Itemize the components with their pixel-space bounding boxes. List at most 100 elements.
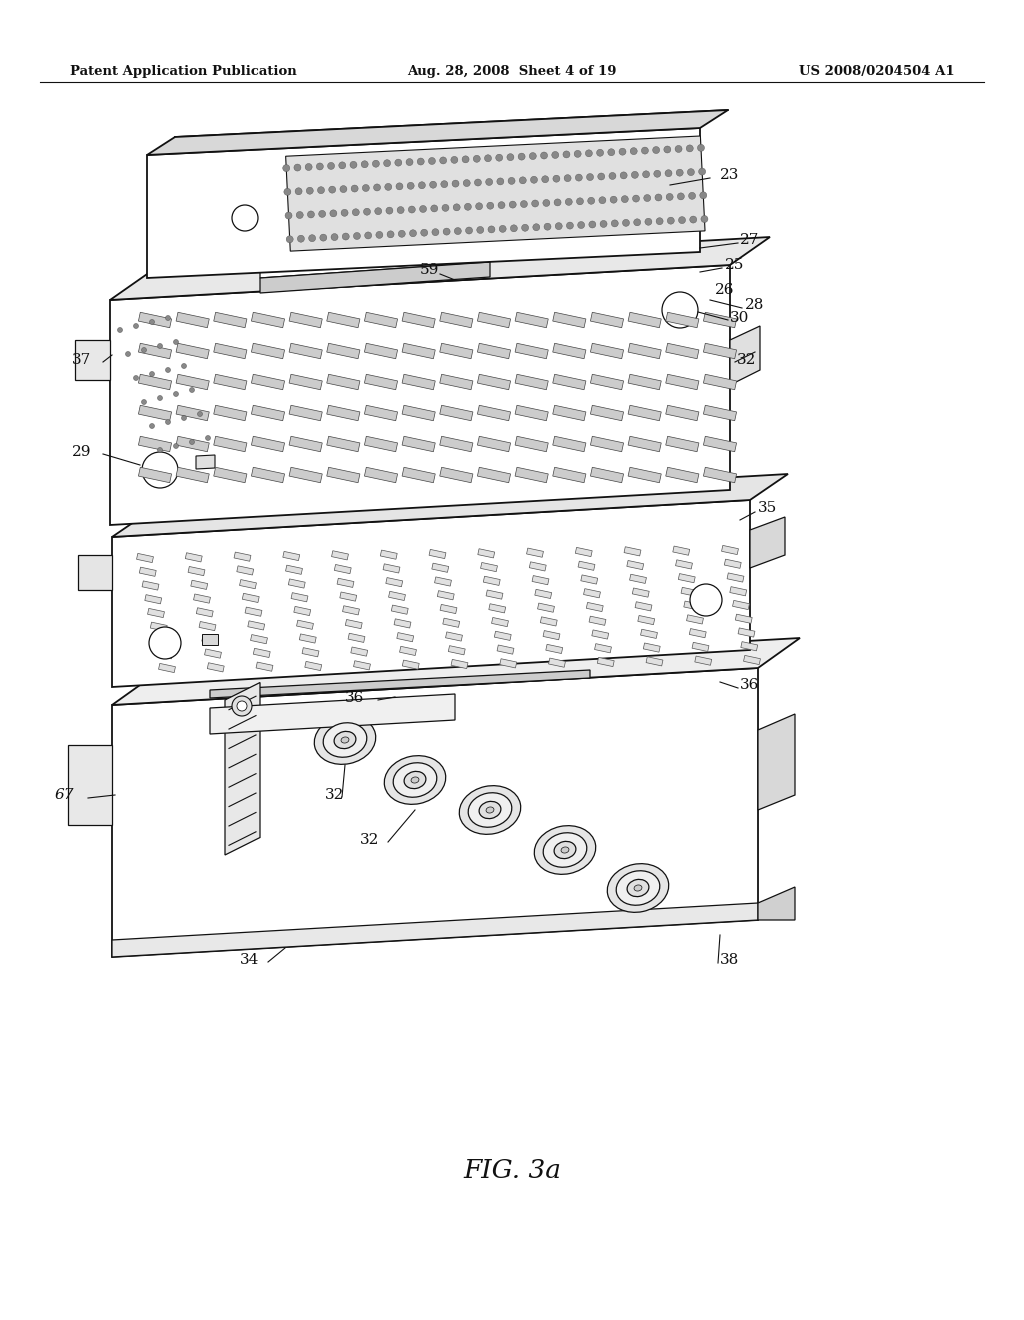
Ellipse shape bbox=[616, 871, 659, 906]
Polygon shape bbox=[595, 644, 611, 653]
Polygon shape bbox=[442, 618, 460, 627]
Ellipse shape bbox=[393, 763, 437, 797]
Polygon shape bbox=[297, 620, 313, 630]
Polygon shape bbox=[388, 591, 406, 601]
Circle shape bbox=[488, 226, 495, 232]
Polygon shape bbox=[515, 343, 548, 359]
Circle shape bbox=[588, 197, 595, 205]
Text: 29: 29 bbox=[72, 445, 91, 459]
Polygon shape bbox=[643, 643, 660, 652]
Circle shape bbox=[297, 235, 304, 242]
Polygon shape bbox=[332, 550, 348, 560]
Circle shape bbox=[361, 161, 369, 168]
Circle shape bbox=[189, 440, 195, 445]
Circle shape bbox=[150, 319, 155, 325]
Circle shape bbox=[409, 206, 416, 213]
Circle shape bbox=[166, 367, 171, 372]
Polygon shape bbox=[584, 589, 600, 598]
Text: 59: 59 bbox=[420, 263, 439, 277]
Circle shape bbox=[475, 203, 482, 210]
Polygon shape bbox=[202, 634, 218, 645]
Polygon shape bbox=[185, 553, 202, 562]
Polygon shape bbox=[676, 560, 692, 569]
Polygon shape bbox=[553, 343, 586, 359]
Polygon shape bbox=[147, 110, 728, 154]
Polygon shape bbox=[553, 467, 586, 483]
Ellipse shape bbox=[607, 863, 669, 912]
Circle shape bbox=[173, 392, 178, 396]
Polygon shape bbox=[451, 660, 468, 669]
Circle shape bbox=[667, 194, 673, 201]
Circle shape bbox=[365, 232, 372, 239]
Circle shape bbox=[530, 177, 538, 183]
Polygon shape bbox=[730, 326, 760, 385]
Text: 32: 32 bbox=[737, 352, 757, 367]
Circle shape bbox=[690, 216, 696, 223]
Circle shape bbox=[295, 187, 302, 195]
Circle shape bbox=[353, 232, 360, 239]
Polygon shape bbox=[666, 467, 699, 483]
Polygon shape bbox=[327, 405, 359, 421]
Polygon shape bbox=[500, 659, 517, 668]
Circle shape bbox=[531, 201, 539, 207]
Circle shape bbox=[133, 375, 138, 380]
Polygon shape bbox=[434, 577, 452, 586]
Text: Patent Application Publication: Patent Application Publication bbox=[70, 66, 297, 78]
Circle shape bbox=[428, 157, 435, 165]
Polygon shape bbox=[591, 437, 624, 451]
Ellipse shape bbox=[384, 755, 445, 804]
Polygon shape bbox=[477, 313, 511, 327]
Circle shape bbox=[665, 170, 672, 177]
Polygon shape bbox=[176, 313, 209, 327]
Polygon shape bbox=[437, 590, 455, 599]
Polygon shape bbox=[591, 313, 624, 327]
Circle shape bbox=[485, 178, 493, 186]
Circle shape bbox=[542, 176, 549, 182]
Circle shape bbox=[341, 210, 348, 216]
Circle shape bbox=[431, 205, 437, 213]
Polygon shape bbox=[252, 467, 285, 483]
Text: Aug. 28, 2008  Sheet 4 of 19: Aug. 28, 2008 Sheet 4 of 19 bbox=[408, 66, 616, 78]
Circle shape bbox=[339, 162, 346, 169]
Circle shape bbox=[633, 195, 640, 202]
Circle shape bbox=[443, 228, 451, 235]
Circle shape bbox=[698, 168, 706, 176]
Circle shape bbox=[697, 144, 705, 152]
Text: 32: 32 bbox=[325, 788, 344, 803]
Ellipse shape bbox=[535, 825, 596, 874]
Circle shape bbox=[564, 174, 571, 182]
Circle shape bbox=[566, 222, 573, 230]
Polygon shape bbox=[252, 343, 285, 359]
Polygon shape bbox=[402, 437, 435, 451]
Circle shape bbox=[387, 231, 394, 238]
Circle shape bbox=[158, 396, 163, 400]
Circle shape bbox=[599, 197, 606, 203]
Text: 26: 26 bbox=[715, 282, 734, 297]
Polygon shape bbox=[477, 467, 511, 483]
Polygon shape bbox=[722, 545, 738, 554]
Polygon shape bbox=[386, 578, 402, 587]
Circle shape bbox=[386, 207, 393, 214]
Circle shape bbox=[598, 173, 605, 180]
Circle shape bbox=[232, 696, 252, 715]
Circle shape bbox=[308, 235, 315, 242]
Polygon shape bbox=[477, 437, 511, 451]
Polygon shape bbox=[289, 579, 305, 589]
Polygon shape bbox=[483, 577, 500, 586]
Polygon shape bbox=[429, 549, 445, 558]
Ellipse shape bbox=[404, 771, 426, 788]
Text: US 2008/0204504 A1: US 2008/0204504 A1 bbox=[800, 66, 955, 78]
Circle shape bbox=[158, 447, 163, 453]
Polygon shape bbox=[538, 603, 554, 612]
Circle shape bbox=[158, 343, 163, 348]
Text: 32: 32 bbox=[360, 833, 379, 847]
Circle shape bbox=[283, 165, 290, 172]
Polygon shape bbox=[214, 343, 247, 359]
Polygon shape bbox=[210, 671, 590, 698]
Circle shape bbox=[364, 209, 371, 215]
Polygon shape bbox=[402, 660, 419, 669]
Polygon shape bbox=[440, 605, 457, 614]
Text: 37: 37 bbox=[72, 352, 91, 367]
Circle shape bbox=[655, 194, 662, 201]
Circle shape bbox=[552, 152, 559, 158]
